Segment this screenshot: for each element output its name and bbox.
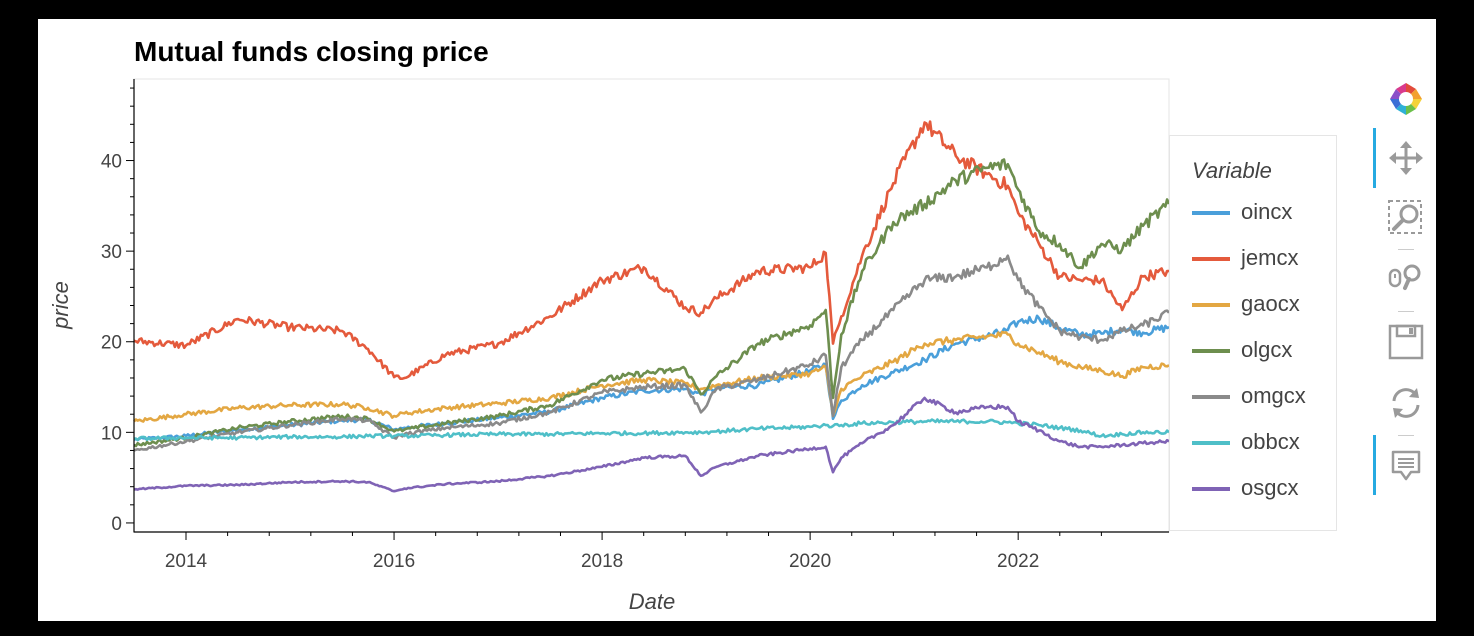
hover-active-indicator (1373, 435, 1376, 495)
series-layer (133, 120, 1171, 493)
toolbar (1373, 75, 1436, 495)
chart-canvas: Mutual funds closing price 0 10 20 30 40 2014… (38, 19, 1436, 621)
chart-title: Mutual funds closing price (134, 36, 489, 67)
series-line-oincx (133, 314, 1170, 442)
y-tick-label: 30 (101, 242, 122, 263)
pan-active-indicator (1373, 128, 1376, 188)
legend-item-jemcx[interactable]: jemcx (1192, 244, 1332, 274)
series-line-osgcx (133, 396, 1170, 493)
legend-swatch (1192, 257, 1230, 261)
y-tick-label: 40 (101, 152, 122, 173)
wheel-zoom-tool[interactable] (1386, 257, 1426, 297)
hover-tool[interactable] (1386, 445, 1426, 485)
legend-item-oincx[interactable]: oincx (1192, 198, 1332, 228)
legend-label: omgcx (1241, 383, 1306, 408)
legend-label: gaocx (1241, 291, 1300, 316)
legend-title: Variable (1192, 158, 1272, 183)
plot-area-border (133, 78, 1170, 533)
legend-swatch (1192, 487, 1230, 491)
toolbar-separator (1398, 435, 1414, 436)
reset-tool[interactable] (1386, 383, 1426, 423)
series-line-obbcx (133, 418, 1170, 442)
x-tick-label: 2016 (373, 551, 415, 572)
legend-swatch (1192, 441, 1230, 445)
x-axis-title: Date (629, 589, 675, 614)
legend: Variable oincx jemcx gaocx olgcx omgcx obbcx o… (1169, 135, 1337, 531)
pan-icon (1389, 141, 1423, 175)
y-tick-label: 10 (101, 423, 122, 444)
wheel-zoom-icon (1388, 264, 1421, 290)
box-zoom-icon (1388, 200, 1422, 234)
legend-item-olgcx[interactable]: olgcx (1192, 336, 1332, 366)
x-tick-label: 2022 (997, 551, 1039, 572)
toolbar-separator (1398, 249, 1414, 250)
legend-item-obbcx[interactable]: obbcx (1192, 428, 1332, 458)
x-tick-label: 2018 (581, 551, 623, 572)
legend-label: oincx (1241, 199, 1293, 224)
legend-item-gaocx[interactable]: gaocx (1192, 290, 1332, 320)
series-line-omgcx (133, 254, 1170, 452)
hover-icon (1391, 450, 1421, 481)
legend-label: obbcx (1241, 429, 1300, 454)
legend-swatch (1192, 211, 1230, 215)
pan-tool[interactable] (1386, 138, 1426, 178)
legend-swatch (1192, 349, 1230, 353)
x-tick-label: 2014 (165, 551, 208, 572)
legend-label: jemcx (1241, 245, 1299, 270)
axis-layer: 0 10 20 30 40 2014 2016 2018 2020 2022 (101, 79, 1169, 572)
legend-label: olgcx (1241, 337, 1293, 362)
legend-swatch (1192, 303, 1230, 307)
y-axis-title: price (48, 281, 73, 330)
x-tick-label: 2020 (789, 551, 831, 572)
save-icon (1388, 324, 1424, 360)
chart-svg[interactable]: 0 10 20 30 40 2014 2016 2018 2020 2022 Date price (38, 19, 1378, 621)
toolbar-separator (1398, 311, 1414, 312)
y-tick-label: 0 (111, 514, 122, 535)
legend-item-osgcx[interactable]: osgcx (1192, 474, 1332, 504)
reset-icon (1392, 388, 1420, 418)
y-tick-label: 20 (101, 333, 122, 354)
legend-item-omgcx[interactable]: omgcx (1192, 382, 1332, 412)
bokeh-logo[interactable] (1386, 79, 1426, 119)
series-line-jemcx (133, 120, 1170, 380)
save-tool[interactable] (1386, 322, 1426, 362)
legend-label: osgcx (1241, 475, 1299, 500)
series-line-gaocx (133, 330, 1170, 423)
legend-swatch (1192, 395, 1230, 399)
box-zoom-tool[interactable] (1386, 198, 1426, 238)
